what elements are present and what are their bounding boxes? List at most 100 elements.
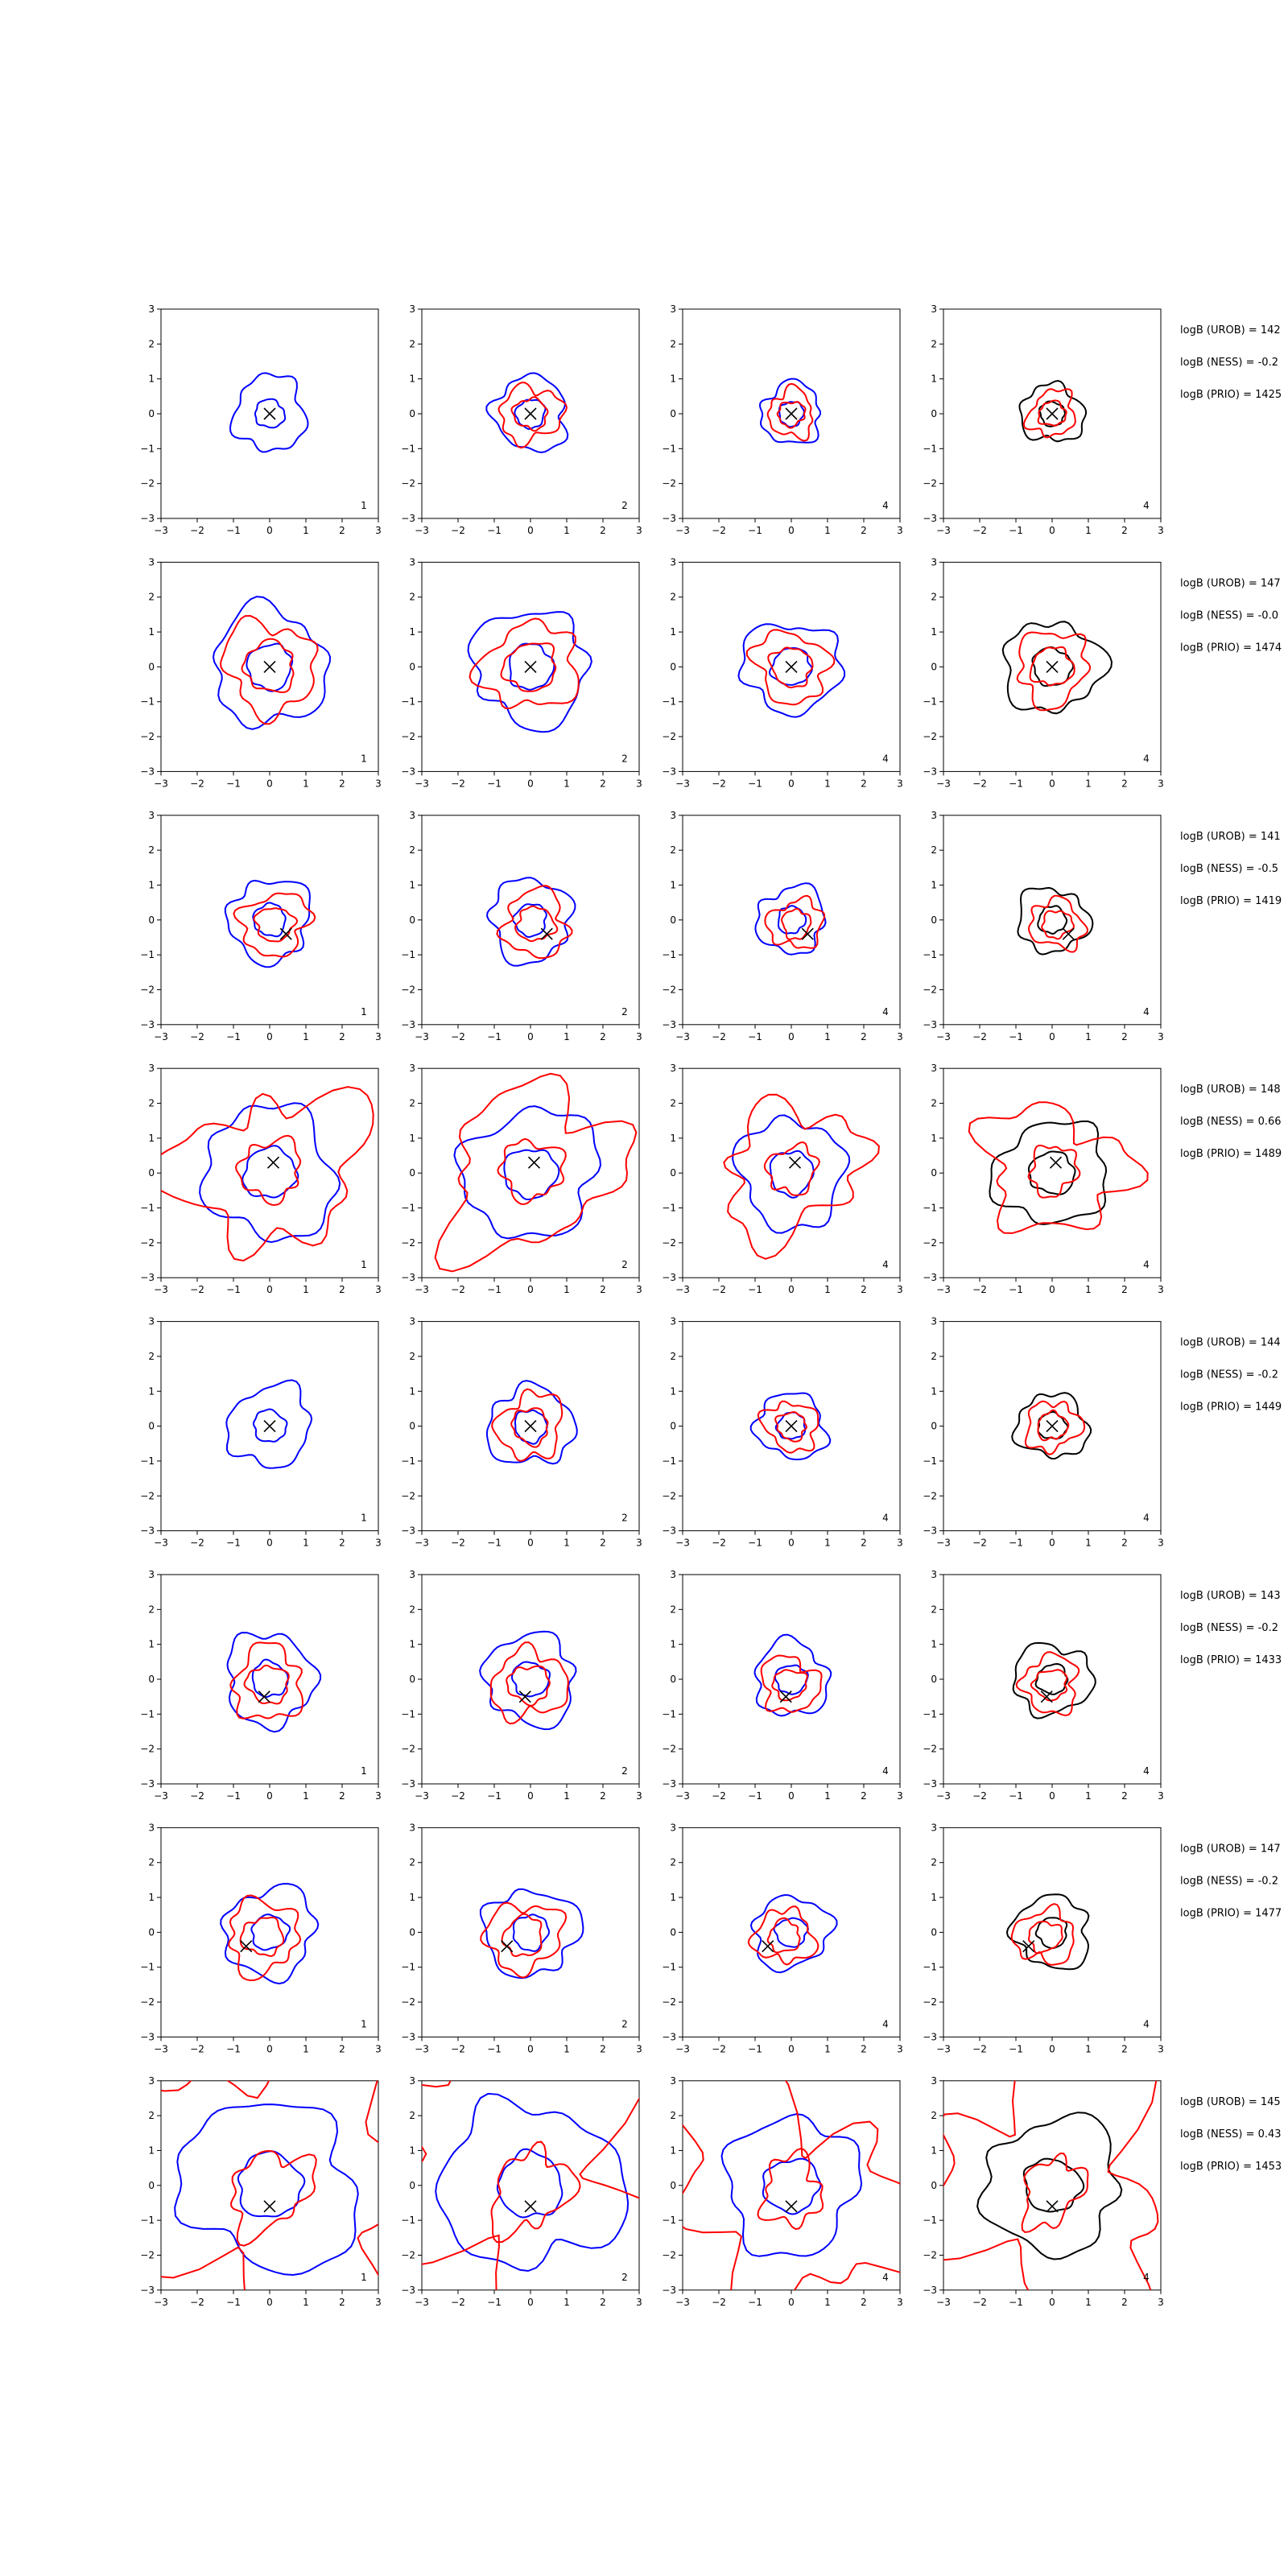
- x-tick-label: 1: [303, 1538, 309, 1549]
- y-tick-label: −3: [662, 2285, 676, 2296]
- x-tick-label: −1: [1009, 1790, 1023, 1802]
- x-tick-label: −3: [415, 1538, 429, 1549]
- y-tick-label: −3: [923, 1019, 937, 1030]
- contour-inner: [1027, 1150, 1076, 1195]
- y-tick-label: 3: [409, 810, 415, 821]
- y-tick-label: −3: [401, 2285, 415, 2296]
- contour-outer: [212, 596, 332, 730]
- contour-red-inner: [766, 1917, 801, 1954]
- panel-r5-c3: −3−3 −2 −2 −1 −1 0 0 1 1 2 2 3 3 4: [662, 1316, 903, 1549]
- x-tick-label: −3: [675, 525, 690, 536]
- x-tick-label: 3: [636, 2043, 642, 2054]
- x-tick-label: 0: [788, 778, 795, 789]
- y-tick-label: 3: [931, 1822, 937, 1833]
- y-tick-label: 2: [148, 1098, 155, 1109]
- contour-red-outer: [943, 2080, 1159, 2290]
- x-tick-label: 2: [339, 1538, 345, 1549]
- y-tick-label: 2: [931, 2110, 937, 2121]
- axes-frame: [943, 1827, 1162, 2037]
- x-tick-label: 0: [266, 778, 273, 789]
- logb-annotation: logB (PRIO) = 1453: [1180, 2161, 1282, 2173]
- contours: [479, 1888, 584, 1979]
- y-tick-label: −1: [662, 2215, 676, 2226]
- contour-red-outer: [683, 2080, 900, 2290]
- x-tick-label: 0: [527, 2297, 534, 2308]
- contour-red-inner: [1027, 1921, 1063, 1955]
- y-tick-label: −1: [401, 1455, 415, 1467]
- y-tick-label: −3: [140, 2031, 155, 2042]
- truth-marker: [762, 1940, 774, 1953]
- contour-red-outer: [469, 617, 580, 709]
- x-tick-label: 1: [564, 1031, 570, 1042]
- axes-frame: [682, 1574, 901, 1785]
- y-tick-label: 3: [670, 1316, 676, 1327]
- contours: [943, 2080, 1159, 2290]
- logb-annotation: logB (UROB) = 147: [1180, 1843, 1281, 1855]
- axes-frame: [160, 2080, 379, 2291]
- y-tick-label: −2: [140, 1237, 155, 1249]
- y-tick-label: −3: [401, 1019, 415, 1030]
- y-tick-label: −1: [401, 1203, 415, 1214]
- x-tick-label: −2: [190, 1031, 204, 1042]
- y-tick-label: −2: [140, 984, 155, 995]
- panel-r3-c4: −3−3 −2 −2 −1 −1 0 0 1 1 2 2 3 3 4: [923, 810, 1164, 1042]
- y-tick-label: −2: [140, 1996, 155, 2008]
- truth-marker: [1062, 927, 1075, 940]
- x-tick-label: 2: [600, 1031, 606, 1042]
- contour-red-outer: [496, 885, 573, 960]
- contours: [758, 378, 822, 444]
- truth-marker: [1046, 407, 1059, 420]
- contour-outer: [224, 879, 311, 968]
- x-tick-label: 3: [375, 1284, 382, 1295]
- panel-label: 4: [882, 2272, 889, 2283]
- x-tick-label: −2: [972, 1538, 987, 1549]
- x-tick-label: −3: [415, 1790, 429, 1802]
- panel-label: 4: [882, 753, 889, 764]
- logb-annotation: logB (PRIO) = 1474: [1180, 642, 1282, 654]
- x-tick-label: 1: [564, 2297, 570, 2308]
- y-tick-label: 2: [409, 1604, 415, 1615]
- contour-red-inner: [253, 907, 299, 943]
- y-tick-label: 2: [670, 592, 676, 603]
- x-tick-label: −2: [712, 1284, 726, 1295]
- x-tick-label: −1: [1009, 778, 1023, 789]
- x-tick-label: −3: [415, 778, 429, 789]
- contour-outer: [754, 882, 827, 956]
- x-tick-label: 0: [788, 1538, 795, 1549]
- axes-frame: [160, 815, 379, 1026]
- y-tick-label: 2: [148, 1857, 155, 1868]
- contour-outer: [485, 1380, 578, 1465]
- x-tick-label: −1: [748, 1284, 762, 1295]
- x-tick-label: 2: [1121, 2297, 1128, 2308]
- x-tick-label: −1: [487, 778, 502, 789]
- x-tick-label: 0: [266, 1790, 273, 1802]
- y-tick-label: 3: [409, 1316, 415, 1327]
- contour-outer: [1005, 1893, 1090, 1971]
- y-tick-label: 3: [670, 2075, 676, 2087]
- contours: [486, 877, 576, 967]
- y-tick-label: −1: [662, 949, 676, 960]
- y-tick-label: 0: [670, 1167, 676, 1179]
- y-tick-label: 2: [148, 844, 155, 856]
- x-tick-label: 1: [303, 2297, 309, 2308]
- y-tick-label: 1: [148, 626, 155, 638]
- y-tick-label: 2: [931, 592, 937, 603]
- x-tick-label: −1: [487, 1284, 502, 1295]
- x-tick-label: 3: [1158, 2297, 1164, 2308]
- x-tick-label: −1: [487, 1538, 502, 1549]
- x-tick-label: 1: [824, 525, 831, 536]
- y-tick-label: 3: [409, 1822, 415, 1833]
- x-tick-label: −3: [936, 1538, 951, 1549]
- contour-outer: [720, 2113, 863, 2257]
- x-tick-label: −3: [936, 525, 951, 536]
- contour-red-inner: [490, 2140, 581, 2244]
- y-tick-label: −1: [140, 1203, 155, 1214]
- contour-red-inner: [1029, 646, 1075, 687]
- truth-marker: [1046, 1420, 1059, 1433]
- contour-outer: [220, 1883, 320, 1985]
- y-tick-label: 2: [931, 844, 937, 856]
- y-tick-label: −3: [923, 1778, 937, 1790]
- x-tick-label: −1: [1009, 2297, 1023, 2308]
- y-tick-label: 1: [931, 1133, 937, 1144]
- contour-red-outer: [1022, 388, 1076, 439]
